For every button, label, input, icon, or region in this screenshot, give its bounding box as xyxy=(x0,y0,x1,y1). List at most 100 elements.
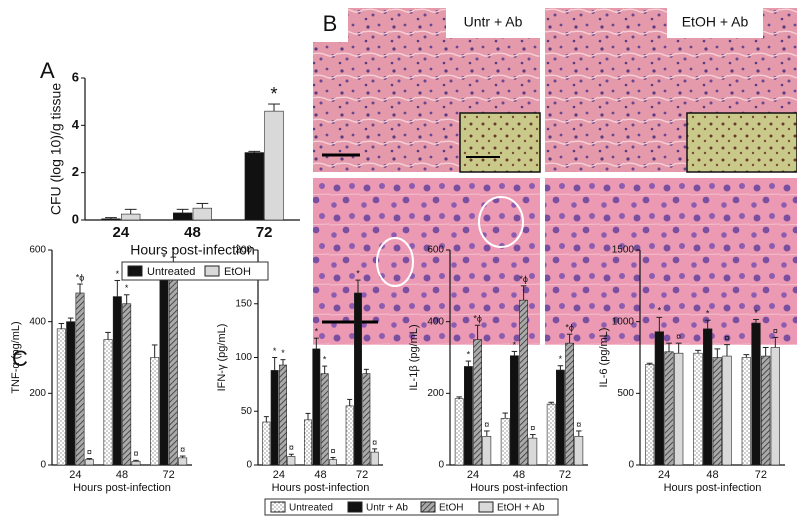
x-tick-label: 24 xyxy=(69,469,81,481)
bar xyxy=(370,451,379,466)
bar xyxy=(362,373,371,466)
significance-mark: ¤ xyxy=(133,449,138,459)
y-tick-label: 0 xyxy=(40,460,46,471)
bar xyxy=(761,355,771,466)
bar xyxy=(178,457,188,466)
bar xyxy=(500,418,510,466)
y-tick-label: 50 xyxy=(241,406,253,417)
x-tick-label: 72 xyxy=(163,469,175,481)
y-tick-label: 0 xyxy=(438,460,444,471)
y-axis-title: IL-1β (pg/mL) xyxy=(408,324,420,390)
y-tick-label: 6 xyxy=(72,69,79,84)
x-tick-label: 48 xyxy=(116,469,128,481)
x-tick-label: 48 xyxy=(184,224,201,241)
significance-mark: ¤ xyxy=(180,444,185,454)
significance-mark: ¤ xyxy=(372,437,377,447)
inset-image xyxy=(459,112,541,173)
y-tick-label: 400 xyxy=(427,316,444,327)
x-axis-title: Hours post-infection xyxy=(470,482,568,494)
significance-mark: * xyxy=(658,306,662,316)
significance-mark: ¤ xyxy=(484,419,489,429)
bar xyxy=(712,357,722,466)
bar xyxy=(131,461,141,466)
bar xyxy=(528,437,538,466)
bar xyxy=(270,370,279,466)
significance-mark: * xyxy=(281,348,285,358)
bar xyxy=(770,347,780,466)
bar xyxy=(574,436,584,466)
histology-image xyxy=(313,178,540,345)
significance-mark: * xyxy=(125,283,129,293)
significance-mark: *ϕ xyxy=(565,323,574,333)
x-tick-label: 72 xyxy=(755,469,767,481)
label-box xyxy=(313,8,348,42)
y-tick-label: 1000 xyxy=(612,316,635,327)
bar xyxy=(112,296,122,466)
legend-swatch xyxy=(127,265,143,277)
x-tick-label: 48 xyxy=(314,469,326,481)
y-tick-label: 400 xyxy=(29,316,46,327)
x-tick-label: 24 xyxy=(467,469,479,481)
significance-mark: * xyxy=(559,354,563,364)
y-tick-label: 200 xyxy=(235,245,252,256)
bar xyxy=(741,357,751,466)
bar xyxy=(75,292,85,466)
bar xyxy=(101,218,121,221)
bar xyxy=(121,213,141,221)
bar xyxy=(329,459,337,466)
significance-mark: * xyxy=(315,327,319,337)
significance-mark: * xyxy=(706,309,710,319)
glomerulus-outline xyxy=(478,196,524,248)
x-axis-title: Hours post-infection xyxy=(664,482,762,494)
bar xyxy=(320,373,329,466)
significance-mark: ¤ xyxy=(773,326,778,336)
x-axis-title: Hours post-infection xyxy=(272,482,370,494)
x-tick-label: 72 xyxy=(256,224,273,241)
bar xyxy=(703,328,713,466)
legend-label: EtOH + Ab xyxy=(497,503,545,514)
bar xyxy=(751,322,761,466)
bar xyxy=(66,321,76,466)
significance-mark: ¤ xyxy=(330,446,335,456)
y-tick-label: 600 xyxy=(427,245,444,256)
glomerulus-outline xyxy=(376,237,414,287)
bar xyxy=(103,339,113,466)
bar xyxy=(122,303,132,466)
bar xyxy=(192,207,213,221)
legend-label: Untreated xyxy=(147,266,195,278)
legend-label: EtOH xyxy=(224,266,251,278)
bar xyxy=(159,278,169,466)
y-tick-label: 0 xyxy=(246,460,252,471)
significance-mark: ¤ xyxy=(724,333,729,343)
legend-label: Untr + Ab xyxy=(366,503,408,514)
significance-mark: * xyxy=(271,84,278,104)
bar xyxy=(546,403,556,466)
bar xyxy=(287,456,296,466)
bar xyxy=(279,364,287,466)
y-tick-label: 100 xyxy=(235,352,252,363)
y-tick-label: 4 xyxy=(72,117,80,132)
bar xyxy=(664,351,674,466)
legend-label: Untreated xyxy=(289,503,333,514)
panel-label: A xyxy=(40,58,55,83)
bar xyxy=(645,364,655,466)
bar xyxy=(693,352,703,466)
y-axis-title: IFN-γ (pg/mL) xyxy=(216,324,228,392)
y-tick-label: 500 xyxy=(617,388,634,399)
bar xyxy=(482,436,492,466)
significance-mark: * xyxy=(172,246,176,256)
x-tick-label: 24 xyxy=(273,469,285,481)
bar xyxy=(262,421,271,466)
significance-mark: * xyxy=(116,269,120,279)
significance-mark: * xyxy=(754,308,758,318)
bar xyxy=(244,152,264,221)
x-tick-label: 48 xyxy=(513,469,525,481)
significance-mark: ¤ xyxy=(530,423,535,433)
significance-mark: * xyxy=(356,268,360,278)
panel-label: B xyxy=(323,11,338,36)
y-axis-title: IL-6 (pg/mL) xyxy=(598,328,610,388)
panel-label: C xyxy=(12,346,28,371)
y-tick-label: 2 xyxy=(72,164,79,179)
bar xyxy=(674,352,684,466)
